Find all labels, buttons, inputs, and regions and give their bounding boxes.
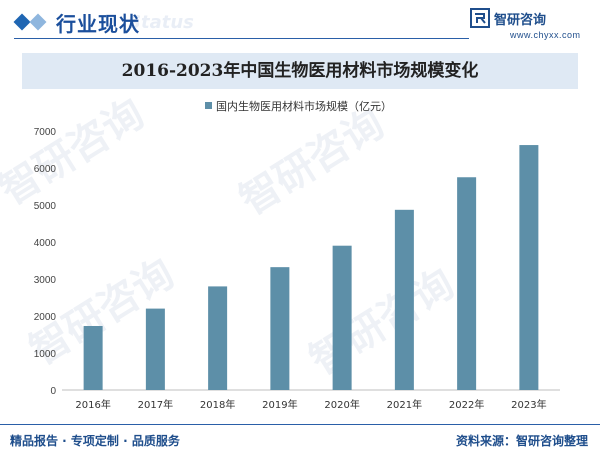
footer-source: 资料来源：智研咨询整理: [455, 434, 588, 448]
x-tick-label: 2019年: [262, 398, 297, 411]
brand-name: 智研咨询: [494, 13, 547, 28]
x-tick-label: 2018年: [200, 398, 235, 411]
bar: [457, 177, 477, 390]
y-tick-label: 7000: [34, 127, 57, 138]
chart-title: 2016-2023年中国生物医用材料市场规模变化: [121, 61, 479, 81]
y-tick-label: 1000: [34, 349, 57, 360]
bar: [83, 325, 103, 390]
brand-url: www.chyxx.com: [510, 30, 581, 40]
x-tick-label: 2021年: [387, 398, 422, 411]
legend-swatch: [205, 102, 212, 109]
bar: [145, 308, 165, 390]
y-tick-label: 6000: [34, 164, 57, 175]
bar: [208, 286, 228, 390]
x-tick-label: 2023年: [511, 398, 546, 411]
bar-chart: 国内生物医用材料市场规模（亿元） 0 1000 2000 3000 4000 5000 600…: [34, 99, 560, 411]
brand-logo: 智研咨询 www.chyxx.com: [470, 8, 590, 42]
footer-tagline: 精品报告 · 专项定制 · 品质服务: [10, 434, 180, 448]
x-tick-label: 2020年: [324, 398, 359, 411]
header-divider: [14, 38, 469, 39]
bar: [270, 267, 290, 390]
x-tick-label: 2022年: [449, 398, 484, 411]
y-tick-label: 4000: [34, 238, 57, 249]
brand-logo-icon: [470, 8, 490, 28]
y-tick-label: 5000: [34, 201, 57, 212]
bar: [394, 209, 414, 390]
y-tick-label: 0: [50, 386, 56, 397]
chart-title-band: 2016-2023年中国生物医用材料市场规模变化: [22, 53, 578, 89]
x-tick-label: 2016年: [75, 398, 110, 411]
y-tick-label: 3000: [34, 275, 57, 286]
section-ghost-word: Status: [128, 12, 194, 33]
y-tick-label: 2000: [34, 312, 57, 323]
bar: [519, 145, 539, 390]
section-title: 行业现状: [56, 12, 140, 36]
footer-divider: [0, 424, 600, 425]
bar: [332, 245, 352, 390]
section-marker-icon: [13, 13, 54, 31]
page-header: Status 行业现状 智研咨询 www.chyxx.com: [0, 0, 600, 46]
legend-label: 国内生物医用材料市场规模（亿元）: [216, 99, 392, 113]
x-tick-label: 2017年: [138, 398, 173, 411]
